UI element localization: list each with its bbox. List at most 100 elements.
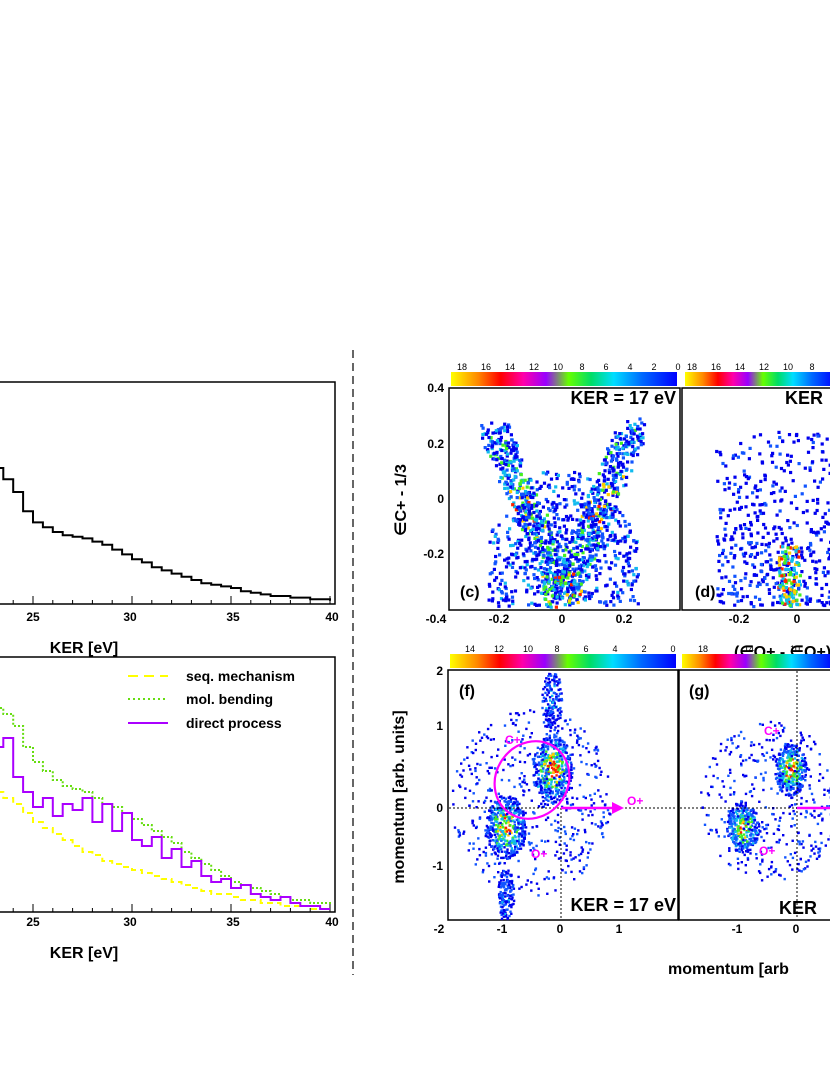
heatmap-cell (530, 543, 534, 548)
heatmap-cell (556, 680, 560, 684)
heatmap-cell (563, 603, 567, 607)
heatmap-cell (583, 730, 586, 733)
heatmap-cell (733, 842, 737, 845)
heatmap-cell (621, 462, 625, 466)
heatmap-cell (549, 605, 553, 609)
heatmap-cell (579, 809, 583, 812)
heatmap-cell (573, 728, 577, 731)
heatmap-cell (544, 781, 548, 784)
heatmap-cell (534, 504, 538, 508)
heatmap-cell (609, 451, 613, 455)
heatmap-cell (745, 819, 748, 822)
heatmap-cell (782, 811, 785, 815)
heatmap-cell (518, 518, 522, 522)
heatmap-cell (602, 513, 606, 517)
heatmap-cell (554, 673, 558, 676)
heatmap-cell (549, 559, 553, 563)
heatmap-cell (642, 423, 647, 427)
heatmap-cell (559, 856, 562, 860)
heatmap-cell (490, 827, 494, 830)
heatmap-cell (569, 768, 573, 771)
heatmap-cell (494, 554, 498, 559)
heatmap-cell (729, 863, 732, 867)
heatmap-cell (547, 551, 551, 555)
heatmap-cell (731, 584, 735, 588)
heatmap-cell (554, 787, 557, 790)
heatmap-cell (492, 541, 496, 545)
heatmap-cell (786, 743, 790, 746)
heatmap-cell (789, 537, 793, 541)
heatmap-cell (576, 534, 581, 538)
heatmap-cell (787, 561, 791, 565)
heatmap-cell (766, 440, 771, 444)
tick-label-40: 40 (325, 610, 339, 624)
heatmap-cell (494, 836, 498, 839)
heatmap-cell (496, 845, 500, 848)
heatmap-cell (764, 806, 767, 809)
ion-label-o-plus-g: O+ (759, 844, 775, 858)
heatmap-cell (558, 741, 561, 744)
heatmap-cell (811, 440, 815, 445)
heatmap-cell (522, 712, 526, 715)
heatmap-cell (464, 787, 467, 790)
heatmap-cell (492, 823, 495, 827)
heatmap-cell (503, 817, 507, 820)
heatmap-cell (789, 570, 793, 575)
heatmap-cell (487, 864, 491, 868)
heatmap-cell (599, 826, 602, 830)
heatmap-cell (618, 472, 622, 477)
heatmap-cell (755, 495, 759, 499)
heatmap-cell (573, 569, 577, 573)
heatmap-cell (592, 496, 596, 500)
heatmap-cell (783, 760, 787, 763)
heatmap-cell (630, 583, 634, 587)
heatmap-cell (550, 588, 554, 592)
heatmap-cell (561, 758, 564, 761)
heatmap-cell (729, 814, 732, 817)
heatmap-cell (517, 809, 520, 812)
heatmap-cell (719, 749, 722, 753)
heatmap-cell (511, 464, 515, 468)
heatmap-cell (790, 785, 793, 789)
heatmap-cell (814, 840, 817, 844)
heatmap-cell (527, 789, 531, 792)
heatmap-cell (611, 513, 615, 517)
heatmap-cell (585, 747, 588, 750)
heatmap-cell (540, 572, 544, 576)
heatmap-cell (549, 778, 553, 781)
heatmap-cell (554, 726, 557, 729)
heatmap-cell (719, 742, 723, 746)
heatmap-cell (555, 561, 559, 565)
heatmap-cell (765, 751, 769, 754)
heatmap-cell (818, 559, 822, 563)
heatmap-cell (780, 766, 783, 770)
heatmap-cell (804, 775, 807, 778)
heatmap-cell (561, 868, 564, 872)
heatmap-cell (824, 844, 827, 847)
heatmap-cell (770, 787, 773, 790)
heatmap-cell (505, 459, 509, 463)
heatmap-cell (638, 427, 642, 431)
heatmap-cell (749, 839, 753, 842)
heatmap-cell (563, 741, 566, 744)
heatmap-cell (743, 473, 747, 477)
heatmap-cell (766, 823, 770, 827)
heatmap-cell (781, 594, 785, 598)
palette-tick-label: 6 (583, 644, 588, 654)
heatmap-cell (545, 738, 549, 742)
heatmap-cell (616, 539, 620, 543)
heatmap-cell (756, 531, 760, 535)
heatmap-cell (749, 834, 752, 837)
heatmap-cell (550, 594, 554, 598)
heatmap-cell (769, 567, 773, 571)
heatmap-cell (493, 431, 497, 435)
heatmap-cell (737, 829, 741, 832)
palette-tick-label: 0 (675, 362, 680, 372)
heatmap-cell (505, 492, 509, 496)
heatmap-cell (611, 493, 615, 497)
heatmap-cell (749, 790, 753, 793)
heatmap-cell (554, 575, 558, 579)
heatmap-cell (517, 842, 521, 845)
heatmap-cell (514, 826, 517, 829)
heatmap-cell (544, 725, 547, 728)
